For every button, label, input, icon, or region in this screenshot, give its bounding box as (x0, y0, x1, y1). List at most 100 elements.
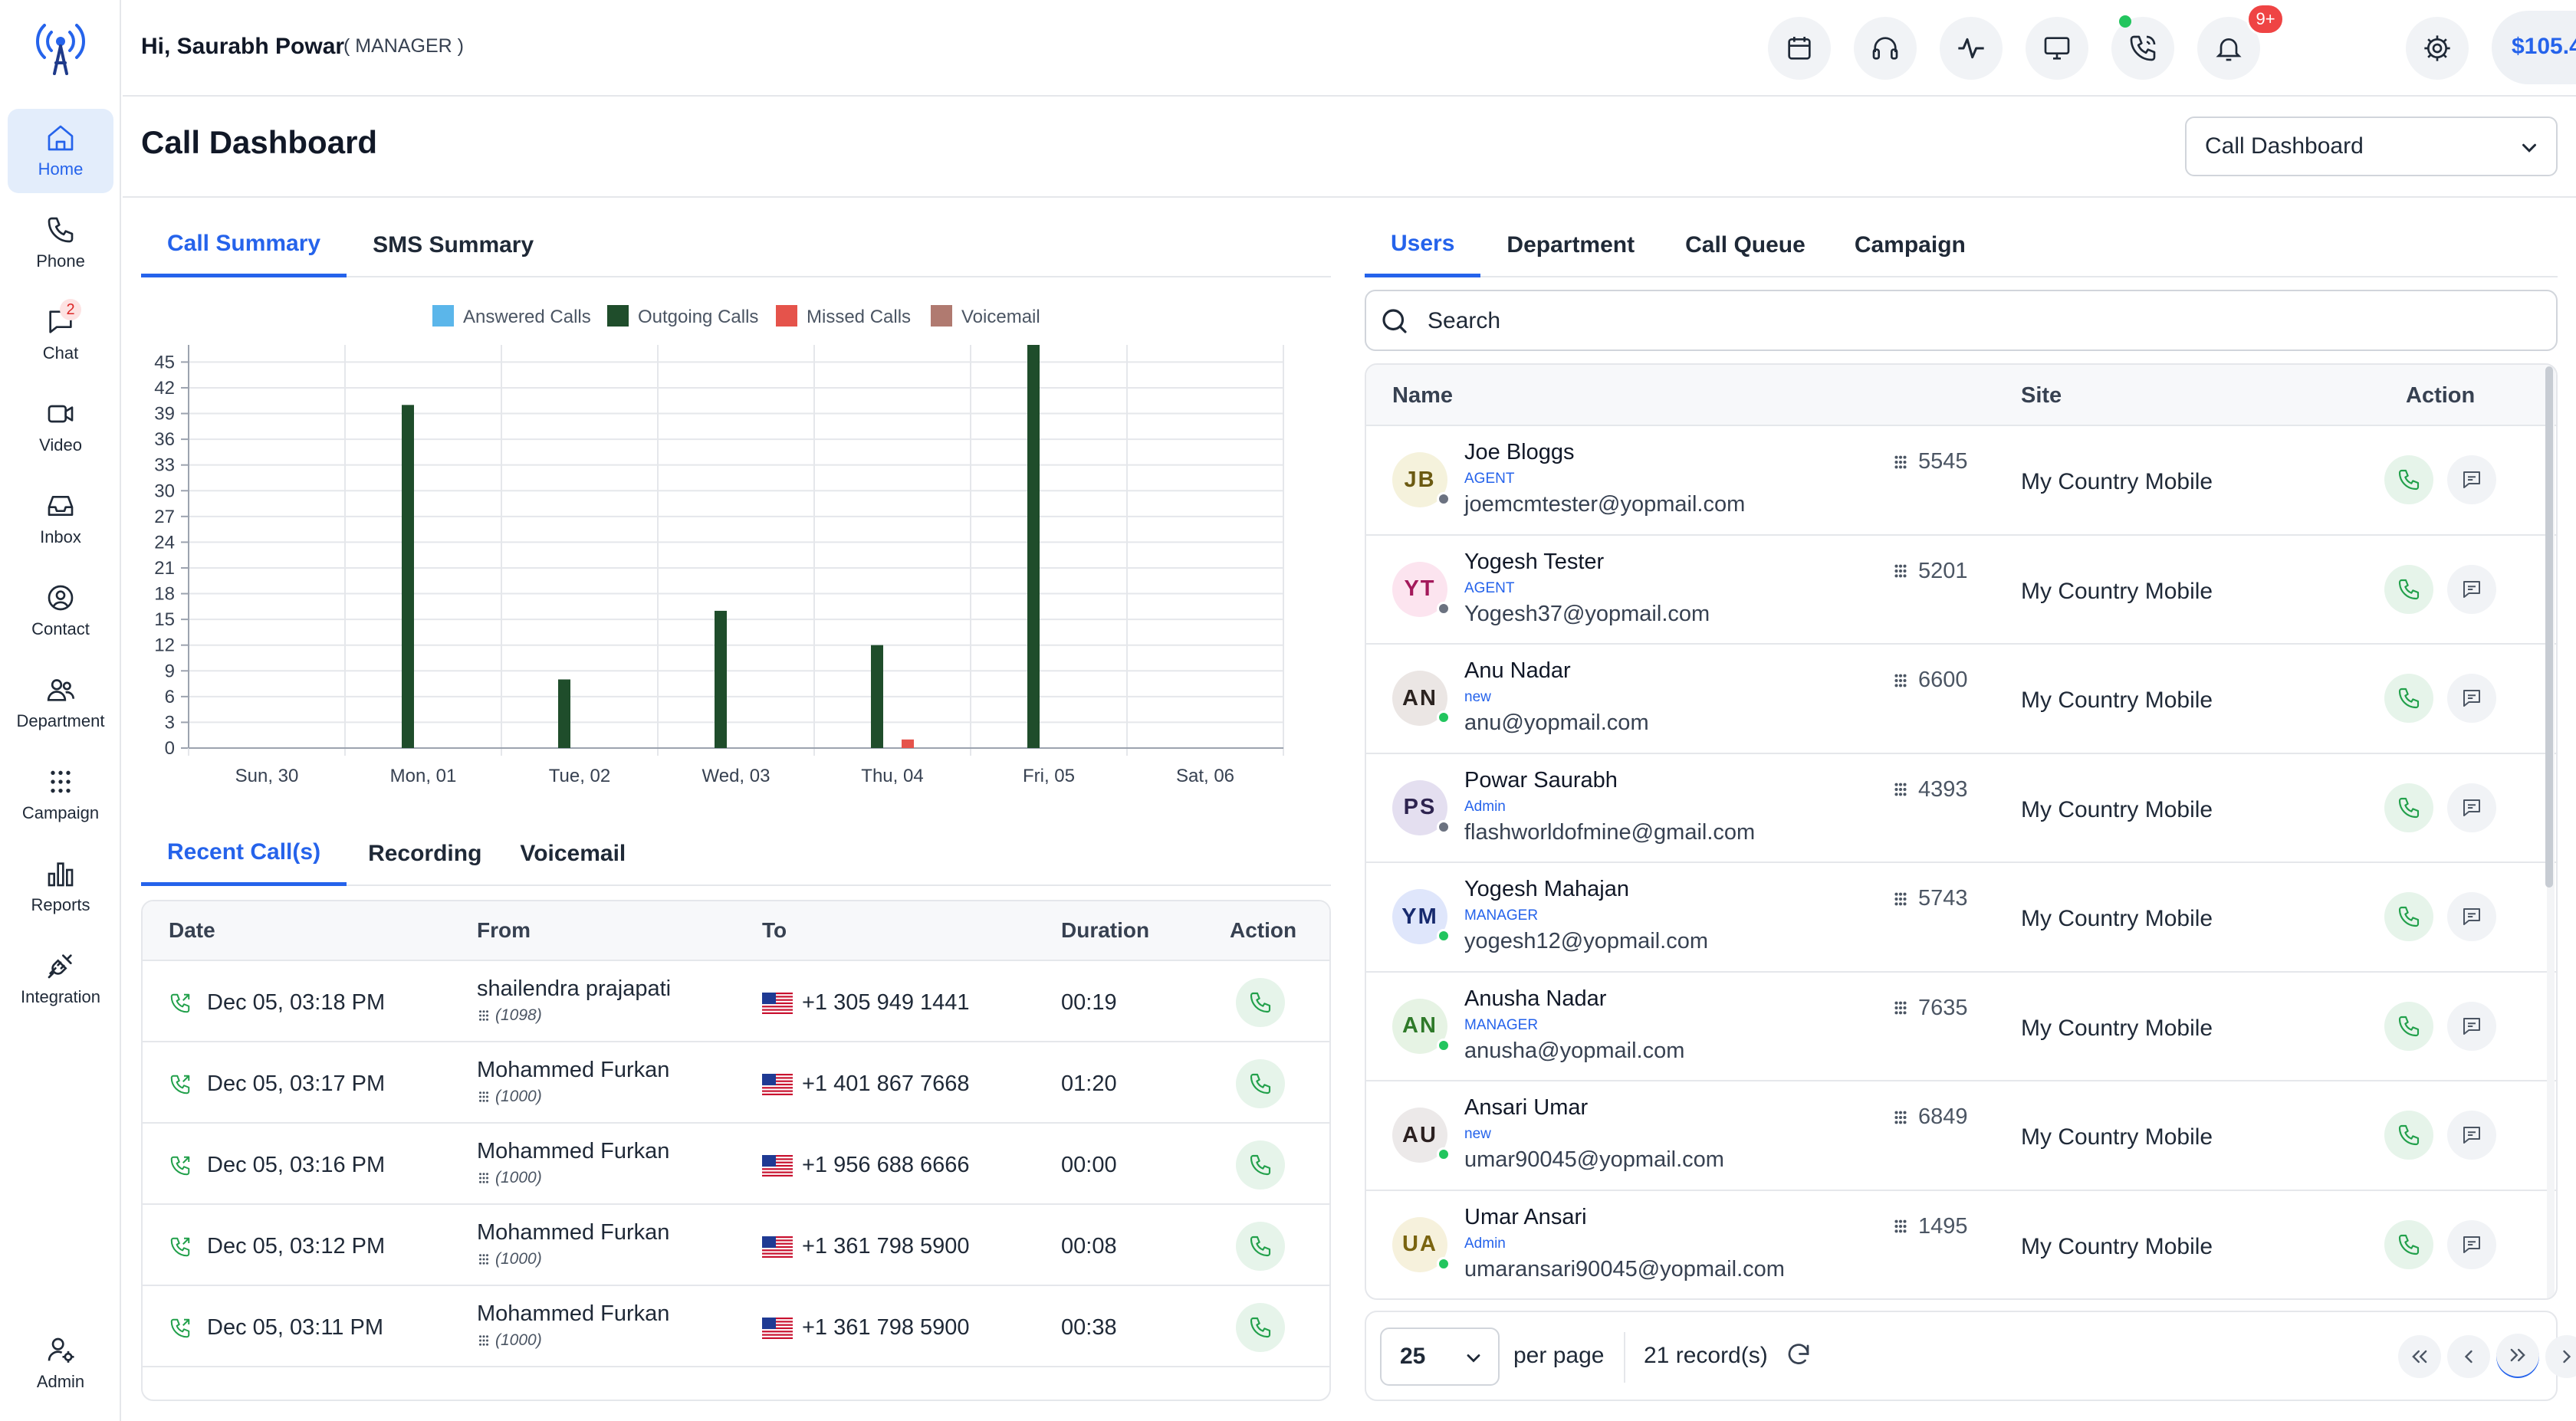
sidebar-item-integration[interactable]: Integration (8, 937, 113, 1021)
presence-dot (1437, 929, 1451, 943)
call-back-button[interactable] (1236, 1303, 1285, 1352)
call-back-button[interactable] (1236, 1059, 1285, 1108)
previous-page-button[interactable] (2447, 1335, 2490, 1378)
call-date-cell: Dec 05, 03:11 PM (169, 1315, 383, 1341)
call-user-button[interactable] (2384, 674, 2433, 723)
x-tick-label: Thu, 04 (861, 766, 923, 786)
call-date: Dec 05, 03:18 PM (207, 990, 386, 1015)
sidebar-item-phone[interactable]: Phone (8, 201, 113, 285)
dialpad-icon (1894, 1219, 1907, 1233)
sidebar-item-admin[interactable]: Admin (8, 1321, 113, 1406)
call-back-button[interactable] (1236, 1140, 1285, 1190)
sidebar-item-campaign[interactable]: Campaign (8, 753, 113, 837)
call-from-cell: Mohammed Furkan (1000) (477, 1139, 669, 1187)
tab-call-summary[interactable]: Call Summary (141, 213, 347, 277)
call-to-cell: +1 956 688 6666 (762, 1153, 970, 1178)
tab-recording[interactable]: Recording (368, 841, 482, 866)
message-user-button[interactable] (2447, 1219, 2496, 1269)
scrollbar-thumb[interactable] (2545, 366, 2553, 888)
user-email: joemcmtester@yopmail.com (1464, 492, 1746, 517)
tab-voicemail[interactable]: Voicemail (520, 841, 626, 866)
dashboard-view-select[interactable]: Call Dashboard (2185, 117, 2558, 176)
extension-number: 6849 (1918, 1104, 1968, 1129)
call-date-cell: Dec 05, 03:12 PM (169, 1234, 385, 1259)
call-to-cell: +1 305 949 1441 (762, 990, 970, 1016)
sidebar-item-contact[interactable]: Contact (8, 569, 113, 653)
app-logo[interactable] (29, 15, 92, 78)
call-back-button[interactable] (1236, 1222, 1285, 1271)
account-pill[interactable]: $105.43 SP (2492, 11, 2576, 84)
refresh-icon[interactable] (1785, 1341, 1812, 1369)
call-user-button[interactable] (2384, 455, 2433, 504)
message-user-button[interactable] (2447, 564, 2496, 614)
tab-sms-summary[interactable]: SMS Summary (373, 232, 534, 258)
per-page-select[interactable]: 25 (1380, 1327, 1500, 1386)
message-user-button[interactable] (2447, 892, 2496, 941)
chevron-right-icon (2563, 1350, 2571, 1364)
call-back-button[interactable] (1236, 978, 1285, 1027)
sidebar-item-chat[interactable]: 2 Chat (8, 293, 113, 377)
search-input[interactable] (1428, 300, 2532, 342)
presence-dot (1437, 492, 1451, 506)
activity-button[interactable] (1940, 17, 2003, 80)
tab-recent-calls[interactable]: Recent Call(s) (141, 822, 347, 886)
user-avatar: PS (1392, 779, 1447, 835)
sidebar-item-video[interactable]: Video (8, 385, 113, 469)
message-icon (2463, 1127, 2480, 1144)
caller-extension: (1098) (477, 1006, 671, 1025)
call-user-button[interactable] (2384, 1001, 2433, 1051)
user-name: Yogesh Mahajan (1464, 877, 1629, 901)
us-flag-icon (762, 992, 793, 1014)
calendar-button[interactable] (1768, 17, 1831, 80)
message-user-button[interactable] (2447, 1111, 2496, 1160)
extension-number: 6600 (1918, 668, 1968, 692)
user-greeting: Hi, Saurabh Powar (141, 34, 345, 59)
account-balance: $105.43 (2512, 34, 2576, 59)
inbox-icon (48, 496, 74, 516)
monitor-button[interactable] (2026, 17, 2088, 80)
sidebar-item-home[interactable]: Home (8, 109, 113, 193)
user-extension: 1495 (1892, 1214, 1968, 1239)
tab-department[interactable]: Department (1506, 232, 1635, 258)
activity-icon (1958, 38, 1984, 59)
call-user-button[interactable] (2384, 564, 2433, 614)
call-user-button[interactable] (2384, 892, 2433, 941)
table-row: UA Umar Ansari Admin umaransari90045@yop… (1366, 1191, 2556, 1299)
sidebar-item-department[interactable]: Department (8, 661, 113, 745)
call-user-button[interactable] (2384, 1219, 2433, 1269)
tab-users[interactable]: Users (1365, 213, 1481, 277)
call-status-button[interactable] (2111, 17, 2174, 80)
message-user-button[interactable] (2447, 783, 2496, 832)
user-site: My Country Mobile (2021, 688, 2213, 713)
user-role: Admin (1464, 798, 1506, 815)
settings-button[interactable] (2406, 17, 2469, 80)
call-action-cell (1236, 1222, 1285, 1271)
extension-number: (1000) (495, 1169, 542, 1186)
first-page-button[interactable] (2398, 1335, 2441, 1378)
calendar-icon (1788, 37, 1811, 60)
presence-dot (1437, 1256, 1451, 1271)
user-extension: 7635 (1892, 996, 1968, 1021)
y-tick-label: 33 (154, 455, 175, 476)
chevron-left-icon (2464, 1350, 2472, 1364)
last-page-button[interactable] (2496, 1334, 2539, 1377)
call-user-button[interactable] (2384, 1111, 2433, 1160)
next-page-button[interactable] (2545, 1335, 2576, 1378)
user-role-label: ( MANAGER ) (343, 35, 464, 57)
message-user-button[interactable] (2447, 1001, 2496, 1051)
sidebar-item-inbox[interactable]: Inbox (8, 477, 113, 561)
pagination-bar: 25 per page 21 record(s) 1 (1365, 1311, 2576, 1401)
sidebar-item-reports[interactable]: Reports (8, 845, 113, 929)
call-user-button[interactable] (2384, 783, 2433, 832)
sidebar-item-label: Video (39, 435, 82, 455)
message-user-button[interactable] (2447, 455, 2496, 504)
tab-call-queue[interactable]: Call Queue (1685, 232, 1806, 258)
tab-campaign[interactable]: Campaign (1854, 232, 1966, 258)
table-row: Dec 05, 03:16 PM Mohammed Furkan (1000) … (143, 1124, 1329, 1205)
headset-button[interactable] (1854, 17, 1917, 80)
column-header-name: Name (1392, 383, 1453, 408)
monitor-icon (2044, 37, 2070, 60)
message-user-button[interactable] (2447, 674, 2496, 723)
users-scrollbar[interactable] (2545, 366, 2555, 1298)
x-tick-label: Tue, 02 (549, 766, 611, 786)
